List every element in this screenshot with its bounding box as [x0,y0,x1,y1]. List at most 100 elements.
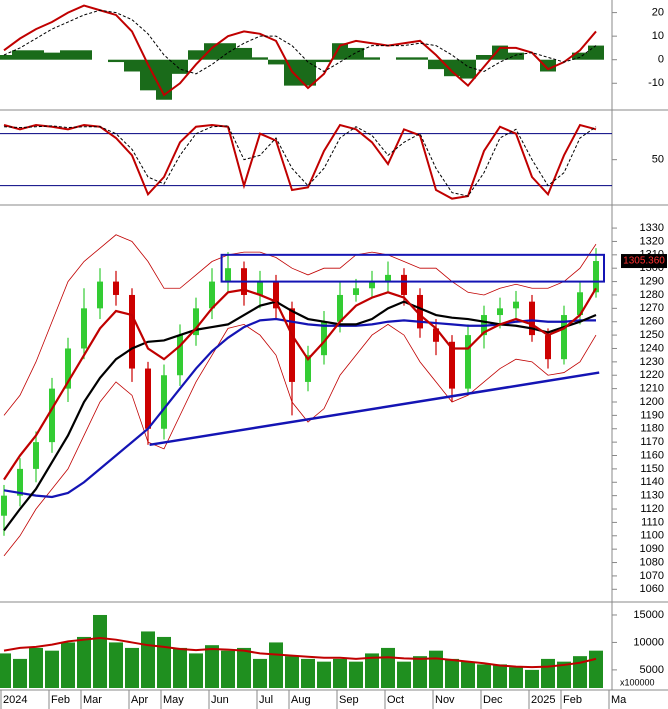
volume-bar [333,658,347,688]
histogram-bar [204,43,220,60]
histogram-bar [60,50,76,60]
series-line [3,234,597,416]
volume-bar [221,650,235,688]
x-tick-label: May [163,694,184,706]
y-tick-label: 15000 [633,609,664,621]
volume-bar [61,642,75,688]
volume-bar [461,661,475,688]
y-tick-label: 1110 [641,516,664,528]
volume-bar [589,650,603,688]
histogram-bar [108,59,124,63]
volume-bar [317,661,331,688]
volume-bar [0,653,11,688]
volume-bar [93,614,107,688]
volume-bar [477,664,491,688]
candle-body [33,442,39,469]
y-tick-label: 1210 [640,383,664,395]
y-tick-label: 1180 [640,423,664,435]
candle-body [65,348,71,389]
histogram-bar [460,59,476,79]
volume-bar [77,636,91,688]
candle-body [161,375,167,429]
x-tick-label: Jun [211,694,229,706]
panel [0,614,603,688]
candle-body [257,281,263,295]
candle-body [577,292,583,316]
y-tick-label: 10000 [633,636,664,648]
volume-bar [237,647,251,688]
range-box [220,253,605,283]
candle-body [145,368,151,429]
volume-bar [157,636,171,688]
y-tick-label: 1280 [640,289,664,301]
series-line [3,9,597,75]
histogram-bar [156,59,172,100]
y-tick-label: 1290 [640,275,664,287]
x-tick-label: Mar [83,694,102,706]
candle-body [81,308,87,349]
x-tick-label: Oct [387,694,404,706]
y-tick-label: 1190 [640,409,664,421]
histogram-bar [172,59,188,74]
volume-bar [125,647,139,688]
unit-label: x100000 [620,677,655,687]
histogram-bar [252,57,268,60]
y-tick-label: 1160 [640,449,664,461]
series-line [3,300,597,532]
histogram-bar [332,43,348,60]
candle-body [369,281,375,289]
candle-body [177,335,183,376]
histogram-bar [236,47,252,60]
candle-body [209,281,215,309]
volume-bar [509,667,523,688]
x-tick-label: Apr [131,694,148,706]
y-tick-label: 1170 [640,436,664,448]
y-tick-label: 20 [652,7,664,19]
volume-bar [253,658,267,688]
candle-body [353,288,359,295]
candle-body [593,261,599,293]
x-tick-label: Jul [259,694,273,706]
y-tick-label: 1320 [640,235,664,247]
histogram-bar [140,59,156,91]
histogram-bar [348,47,364,60]
candle-body [385,274,391,282]
x-tick-label: Aug [291,694,311,706]
candle-body [193,308,199,336]
volume-bar [397,661,411,688]
candle-body [113,281,119,295]
histogram-bar [364,57,380,60]
volume-bar [413,656,427,688]
candle-body [289,308,295,382]
candle-body [561,315,567,360]
volume-bar [189,653,203,688]
candle-body [545,335,551,360]
candle-body [1,495,7,516]
volume-bar [525,669,539,688]
y-tick-label: 1270 [640,302,664,314]
candle-body [321,321,327,356]
y-tick-label: 1060 [640,583,664,595]
last-price-label: 1305.360 [623,256,665,267]
y-tick-label: 1090 [640,543,664,555]
candle-body [497,308,503,316]
candle-body [529,301,535,336]
histogram-bar [572,52,588,60]
volume-bar [13,658,27,688]
volume-bar [541,658,555,688]
volume-bar [301,658,315,688]
x-tick-label: Feb [51,694,70,706]
histogram-bar [444,59,460,77]
volume-bar [445,658,459,688]
candle-body [449,341,455,389]
x-tick-label: Ma [611,694,627,706]
trend-line [149,371,600,447]
volume-bar [173,647,187,688]
volume-bar [29,647,43,688]
y-tick-label: 5000 [640,664,664,676]
volume-bar [381,647,395,688]
volume-bar [141,631,155,688]
y-tick-label: 1330 [640,222,664,234]
